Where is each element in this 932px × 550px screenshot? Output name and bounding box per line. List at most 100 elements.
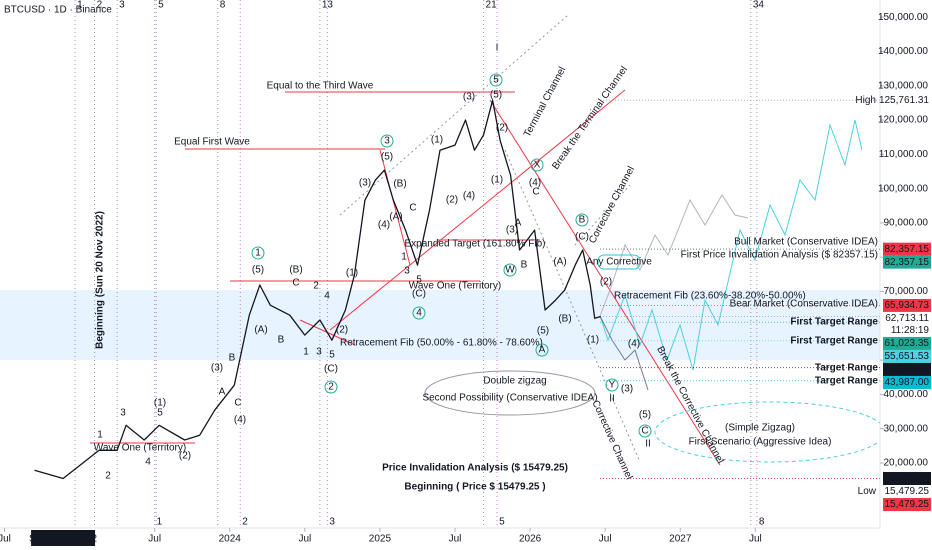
chart-title: BTCUSD · 1D · Binance (4, 5, 112, 16)
wave-label: (B) (289, 265, 302, 276)
wave-label: C (409, 203, 416, 214)
wave-label: C (532, 187, 539, 198)
wave-label: II (609, 394, 615, 405)
channel-line (329, 89, 626, 331)
wave-label: (4) (378, 220, 390, 231)
wave-label: X (534, 160, 541, 171)
wave-label: 4 (145, 457, 151, 468)
wave-label: (A) (553, 257, 566, 268)
annotation: Retracement Fib (50.00% - 61.80% - 78.60… (340, 338, 543, 349)
wave-label: A (539, 345, 546, 356)
wave-label: (5) (537, 326, 549, 337)
price-axis (880, 0, 932, 550)
annotation: First Target Range (790, 317, 878, 328)
time-zone-label: 21 (486, 0, 498, 11)
wave-label: B (579, 215, 586, 226)
time-zone-label: 2 (242, 517, 248, 528)
price-badge (883, 375, 931, 389)
wave-label: (2) (496, 123, 508, 134)
wave-label: W (505, 265, 515, 276)
time-zone-label: 5 (499, 517, 505, 528)
price-line-series (34, 99, 601, 480)
price-badge (883, 362, 931, 376)
annotation: Equal to the Third Wave (267, 81, 374, 92)
y-tick-label: 110,000.00 (879, 149, 929, 160)
annotation: First Target Range (790, 336, 878, 347)
annotation: Expanded Target (161.80% Fib) (404, 239, 545, 250)
wave-label: (4) (463, 191, 475, 202)
annotation: Second Possibility (Conservative IDEA) (422, 393, 597, 404)
annotation: Double zigzag (483, 376, 546, 387)
wave-label: (3) (359, 178, 371, 189)
projection (599, 119, 863, 371)
annotation: Target Range (815, 363, 879, 374)
zone-ellipse (424, 370, 596, 416)
wave-label: (3) (506, 225, 518, 236)
price-badge-label: 62,713.11 (885, 313, 929, 324)
wave-label: 5 (493, 75, 499, 86)
annotation: Wave One (Territory) (409, 281, 501, 292)
price-badge (883, 255, 931, 269)
x-tick-label: 2027 (669, 534, 692, 545)
channel-line (504, 149, 641, 463)
wave-label: A (219, 387, 226, 398)
wave-label: 3 (120, 408, 126, 419)
wave-label: (2) (600, 277, 612, 288)
wave-label: 2 (328, 382, 334, 393)
annotation: Beginning ( Price $ 15479.25 ) (404, 482, 545, 493)
zone-ellipse (654, 401, 880, 463)
annotation: Retracement Fib (23.60%-38.20%-50.00%) (614, 291, 806, 302)
wave-label: (2) (336, 325, 348, 336)
price-badge (883, 472, 931, 486)
price-badge (883, 498, 931, 512)
y-tick-label: 40,000.00 (884, 389, 929, 400)
wave-label: 5 (416, 275, 422, 286)
wave-circle (489, 73, 503, 87)
cursor-badge (31, 530, 96, 546)
wave-label: 3 (404, 266, 410, 277)
wave-circle (412, 306, 426, 320)
time-zone-label: 2 (97, 0, 103, 11)
price-badge (883, 298, 931, 312)
price-badge-label: 15,479.25 (885, 499, 930, 510)
wave-label: 2 (313, 281, 319, 292)
x-tick-label: Jul (449, 534, 462, 545)
wave-label: 2 (105, 471, 111, 482)
time-zone-label: 8 (759, 517, 765, 528)
wave-label: (A) (389, 212, 402, 223)
y-tick-label: 140,000.00 (878, 46, 928, 57)
wave-label: (2) (179, 451, 191, 462)
wave-label: (3) (463, 92, 475, 103)
annotation: Bull Market (Conservative IDEA) (734, 237, 878, 248)
time-zone-label: 3 (329, 517, 335, 528)
wave-label: B (521, 260, 528, 271)
wave-label: (5) (639, 410, 651, 421)
wave-label: (B) (558, 314, 571, 325)
wave-label: C (641, 426, 648, 437)
wave-label: (5) (490, 90, 502, 101)
time-zone-label: 13 (322, 0, 334, 11)
wave-label: (1) (587, 335, 599, 346)
wave-label: (1) (431, 135, 443, 146)
wave-label: I (496, 43, 499, 54)
price-badge (883, 311, 931, 325)
wave-label: 5 (329, 350, 335, 361)
wave-label: A (515, 218, 522, 229)
price-badge-sublabel: 11:28:19 (891, 325, 930, 336)
wave-label: (C) (575, 232, 589, 243)
annotation: First Scenario (Aggressive Idea) (689, 437, 832, 448)
wave-label: 1 (97, 430, 103, 441)
wave-circle (380, 134, 394, 148)
range-band (0, 290, 880, 360)
annotation: Target Range (815, 376, 879, 387)
annotation: Wave One (Territory) (94, 443, 186, 454)
annotation: Any Corrective (586, 257, 652, 268)
wave-label: 4 (416, 308, 422, 319)
y-tick-label: 70,000.00 (884, 286, 929, 297)
price-badge (883, 242, 931, 256)
wave-label: 4 (324, 291, 330, 302)
x-tick-label: Jul (148, 534, 161, 545)
price-badge (883, 324, 931, 337)
annotation: Beginning (Sun 20 Nov 2022) (95, 211, 106, 349)
